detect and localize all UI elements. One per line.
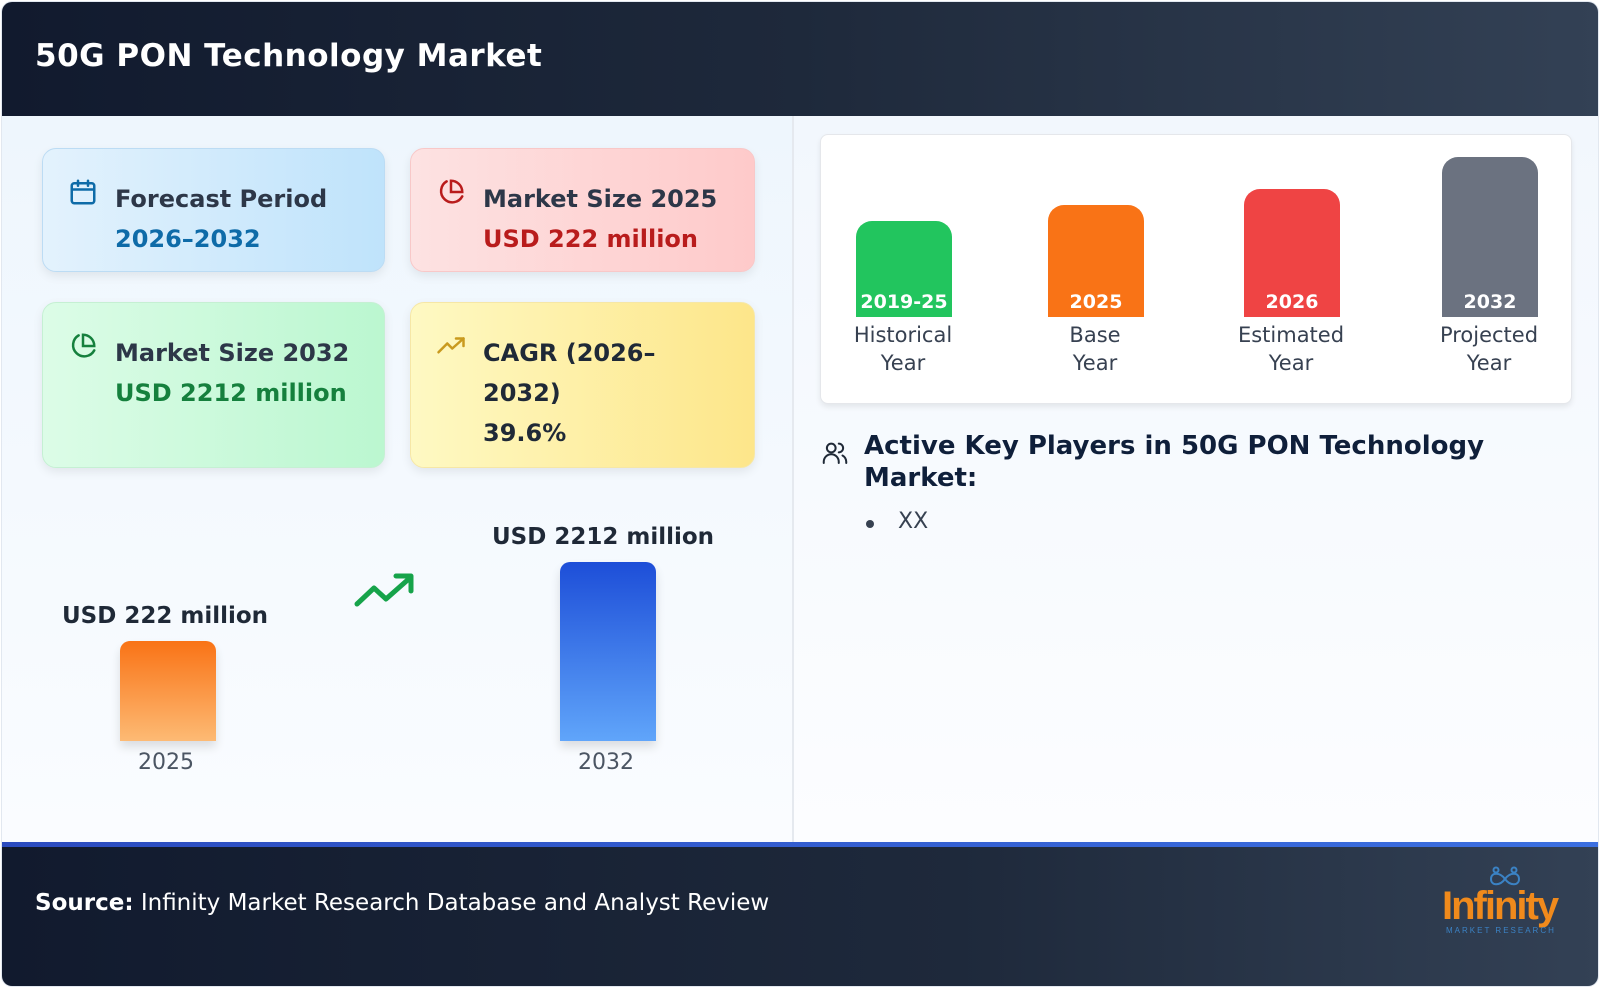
infinity-logo-icon — [1489, 866, 1521, 886]
bar-value-label-2032: USD 2212 million — [492, 524, 715, 550]
trending-up-icon — [437, 337, 465, 354]
source-label: Source: — [35, 890, 134, 916]
timeline-tag: 2032 — [1463, 291, 1517, 313]
timeline-caption: Estimated Year — [1237, 323, 1345, 375]
bar-year-2025: 2025 — [138, 750, 194, 775]
market-size-2025-card: Market Size 2025 USD 222 million — [410, 148, 755, 272]
header: 50G PON Technology Market — [2, 2, 1598, 116]
card-title: Market Size 2032 — [115, 339, 350, 367]
cagr-card: CAGR (2026– 2032) 39.6% — [410, 302, 755, 468]
timeline-bar: 2019-25 — [856, 221, 952, 317]
card-title: Market Size 2025 — [483, 185, 718, 213]
timeline-item-projected: 2032 Projected Year — [1419, 135, 1559, 405]
timeline-tag: 2026 — [1265, 291, 1319, 313]
market-size-2032-card: Market Size 2032 USD 2212 million — [42, 302, 385, 468]
card-title: Forecast Period — [115, 185, 328, 213]
timeline-item-base: 2025 Base Year — [1025, 135, 1165, 405]
timeline-tag: 2019-25 — [860, 291, 948, 313]
bar-value-label-2025: USD 222 million — [62, 603, 269, 629]
forecast-period-card: Forecast Period 2026–2032 — [42, 148, 385, 272]
timeline-tag: 2025 — [1069, 291, 1123, 313]
footer-accent-line — [2, 842, 1598, 847]
card-value: USD 222 million — [483, 225, 698, 253]
company-logo: Infinity MARKET RESEARCH — [1434, 866, 1564, 936]
timeline-card: 2019-25 Historical Year 2025 Base Year 202… — [820, 134, 1572, 404]
calendar-icon — [70, 179, 96, 205]
timeline-caption: Projected Year — [1439, 323, 1539, 375]
bullet-icon — [866, 520, 874, 528]
bar-2025 — [120, 641, 216, 741]
key-players-heading: Active Key Players in 50G PON Technology… — [864, 431, 1485, 493]
card-value: 2026–2032 — [115, 225, 261, 253]
main-content: Forecast Period 2026–2032 Market Size 20… — [2, 116, 1598, 842]
key-players-list: XX — [864, 509, 928, 534]
logo-subtitle: MARKET RESEARCH — [1446, 926, 1556, 935]
timeline-bar: 2026 — [1244, 189, 1340, 317]
card-value: 39.6% — [483, 419, 567, 447]
source-text: Infinity Market Research Database and An… — [140, 890, 770, 916]
left-panel: Forecast Period 2026–2032 Market Size 20… — [2, 116, 792, 842]
pie-chart-icon — [71, 333, 96, 358]
market-size-bar-chart: USD 222 million 2025 USD 2212 million 20… — [2, 516, 792, 816]
footer: Source: Infinity Market Research Databas… — [2, 842, 1598, 986]
timeline-caption: Historical Year — [853, 323, 953, 375]
card-title-line2: 2032) — [483, 379, 561, 407]
timeline-item-estimated: 2026 Estimated Year — [1221, 135, 1361, 405]
bar-year-2032: 2032 — [578, 750, 634, 775]
panel-divider — [792, 116, 794, 842]
timeline-item-historical: 2019-25 Historical Year — [833, 135, 973, 405]
timeline-caption: Base Year — [1069, 323, 1121, 375]
pie-chart-icon — [439, 179, 464, 204]
source-note: Source: Infinity Market Research Databas… — [35, 890, 769, 916]
timeline-bar: 2032 — [1442, 157, 1538, 317]
bar-2032 — [560, 562, 656, 741]
page-title: 50G PON Technology Market — [35, 38, 543, 74]
card-title-line1: CAGR (2026– — [483, 339, 656, 367]
card-value: USD 2212 million — [115, 379, 347, 407]
logo-wordmark: Infinity — [1442, 884, 1559, 928]
list-item: XX — [864, 509, 928, 534]
trending-up-icon — [354, 573, 414, 607]
timeline-bar: 2025 — [1048, 205, 1144, 317]
right-panel: 2019-25 Historical Year 2025 Base Year 202… — [794, 116, 1598, 842]
users-icon — [822, 442, 848, 464]
